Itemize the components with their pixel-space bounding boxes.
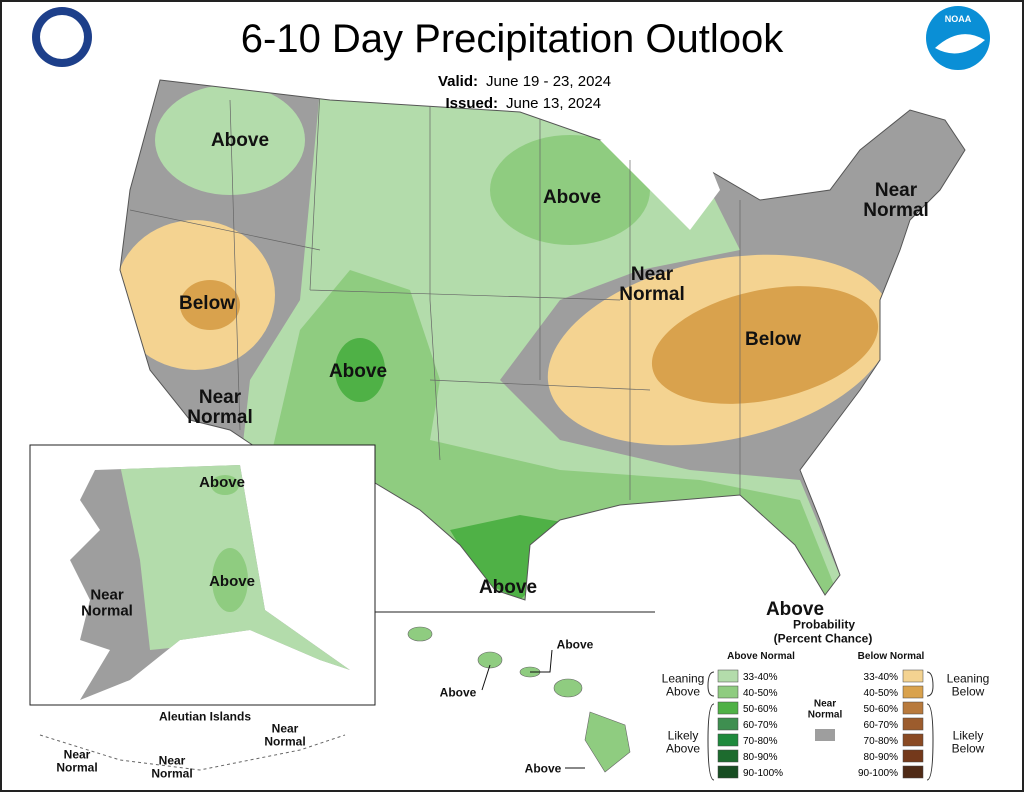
legend-swatch <box>815 729 835 741</box>
region-label: Below <box>179 293 235 315</box>
region-label: Above <box>556 637 594 652</box>
legend-bin: 50-60% <box>743 704 778 715</box>
legend-bin: 40-50% <box>743 688 778 699</box>
region-label: Near Normal <box>187 387 253 428</box>
title: 6-10 Day Precipitation Outlook <box>241 17 785 61</box>
legend-bin: 60-70% <box>743 720 778 731</box>
legend-swatch <box>902 717 924 731</box>
legend-bin: 90-100% <box>858 768 898 779</box>
state-lines <box>129 89 741 500</box>
region-label: Above <box>439 685 477 700</box>
legend-bin: 70-80% <box>743 736 778 747</box>
legend-swatch <box>902 685 924 699</box>
region-label: Above <box>524 761 562 776</box>
legend-swatch <box>717 701 739 715</box>
issued-value: June 13, 2024 <box>506 95 601 112</box>
region-label: Probability <box>793 617 856 632</box>
region-label: Above <box>210 130 270 152</box>
region-label: Near Normal <box>56 747 98 774</box>
legend-bin: 90-100% <box>743 768 783 779</box>
region-label: Below Normal <box>857 650 925 662</box>
legend-swatch <box>717 717 739 731</box>
legend-bin: 80-90% <box>743 752 778 763</box>
region-label: Likely Below <box>951 728 985 755</box>
region-label: Near Normal <box>264 721 306 748</box>
legend-swatch <box>717 733 739 747</box>
region-label: Leaning Above <box>661 671 705 698</box>
legend-swatch <box>717 765 739 779</box>
legend-swatch <box>717 749 739 763</box>
legend-bin: 80-90% <box>864 752 899 763</box>
legend-swatch <box>902 669 924 683</box>
region-label: Above <box>199 474 245 492</box>
region-label: Likely Above <box>665 728 701 755</box>
legend-bin: 70-80% <box>864 736 899 747</box>
region-label: Near Normal <box>151 753 193 780</box>
legend-swatch <box>902 749 924 763</box>
region-label: Aleutian Islands <box>158 709 252 724</box>
region-label: Near Normal <box>619 264 685 305</box>
region-label: Near Normal <box>807 698 843 720</box>
region-label: Leaning Below <box>946 671 990 698</box>
valid-value: June 19 - 23, 2024 <box>486 73 611 90</box>
region-label: Above <box>478 577 538 599</box>
legend-bin: 50-60% <box>864 704 899 715</box>
region-label: Above <box>765 599 825 621</box>
legend-swatch <box>717 685 739 699</box>
region-label: Near Normal <box>863 180 929 221</box>
legend-bin: 40-50% <box>864 688 899 699</box>
region-label: Above <box>328 361 388 383</box>
issued-label: Issued: <box>445 95 498 112</box>
region-label: Above <box>209 573 255 591</box>
legend-bin: 33-40% <box>743 672 778 683</box>
region-label: Below <box>745 329 801 351</box>
legend-bin: 33-40% <box>864 672 899 683</box>
region-label: Near Normal <box>81 586 133 619</box>
legend-swatch <box>717 669 739 683</box>
valid-label: Valid: <box>438 73 478 90</box>
region-label: Above Normal <box>727 650 795 662</box>
legend-bin: 60-70% <box>864 720 899 731</box>
legend-swatch <box>902 701 924 715</box>
logo-text: NOAA <box>945 14 972 24</box>
legend-brace <box>707 671 934 781</box>
hawaii <box>407 626 631 773</box>
legend-swatch <box>902 765 924 779</box>
region-label: Above <box>542 187 602 209</box>
legend: 33-40% 40-50% 50-60% 60-70% 70-80% 80-90% 90-1… <box>707 669 934 781</box>
legend-swatch <box>902 733 924 747</box>
region-label: (Percent Chance) <box>773 631 873 646</box>
